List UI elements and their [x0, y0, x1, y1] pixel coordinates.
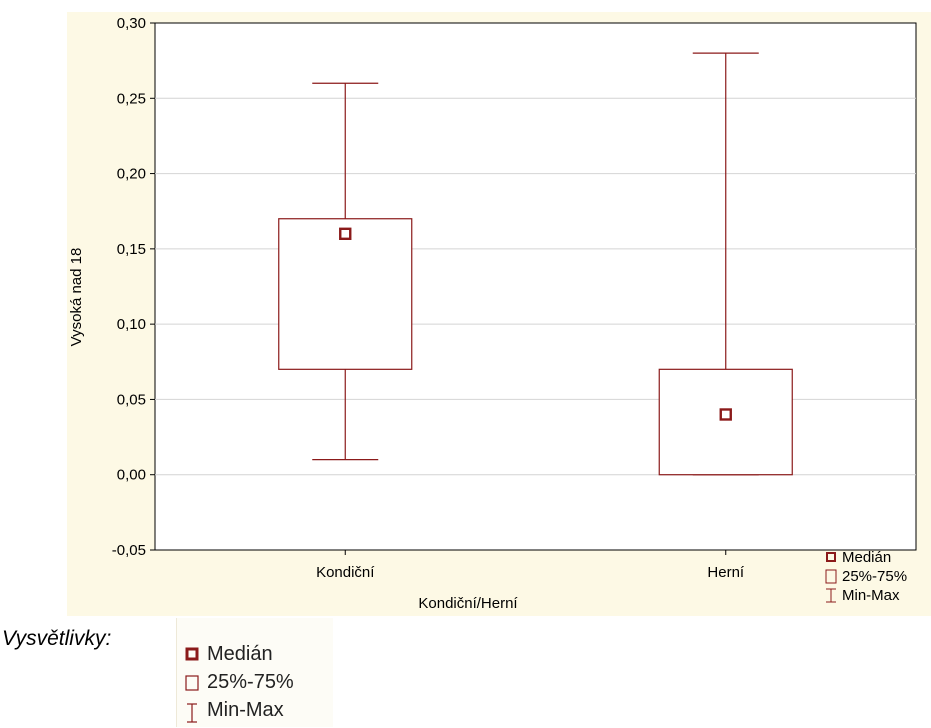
box-plot-chart: -0,05 0,00 0,05 0,10 0,15 0,20 0,25 0,30 Kondič… — [68, 15, 917, 612]
y-axis-ticks: -0,05 0,00 0,05 0,10 0,15 0,20 0,25 0,30 — [112, 15, 155, 559]
explanation-item-label: 25%-75% — [207, 670, 294, 693]
iqr-box — [278, 218, 413, 370]
boxes — [278, 52, 793, 476]
legend-median-icon — [826, 552, 836, 562]
box-kondicni — [278, 82, 413, 461]
explanation-item-median: Medián — [185, 640, 273, 668]
x-tick-label: Herní — [707, 564, 745, 581]
legend-entry: Min-Max — [826, 587, 900, 604]
y-tick-label: 0,25 — [117, 90, 146, 107]
y-tick-label: 0,10 — [117, 316, 146, 333]
chart-legend: Medián 25%-75% Min-Max — [825, 549, 907, 604]
y-tick-label: 0,00 — [117, 467, 146, 484]
y-axis-label: Vysoká nad 18 — [68, 248, 85, 347]
explanation-item-label: Medián — [207, 642, 273, 665]
x-axis-ticks: Kondiční Herní — [316, 550, 745, 581]
y-tick-label: 0,15 — [117, 241, 146, 258]
legend-box-icon — [825, 569, 837, 584]
box-herni — [658, 52, 793, 476]
legend-label: 25%-75% — [842, 568, 907, 585]
x-tick-label: Kondiční — [316, 564, 375, 581]
box-range-icon — [185, 675, 199, 691]
explanation-item-label: Min-Max — [207, 698, 284, 721]
legend-entry: Medián — [826, 549, 891, 566]
y-tick-label: 0,05 — [117, 391, 146, 408]
explanation-legend: Medián 25%-75% Min-Max — [176, 618, 333, 727]
chart-panel: -0,05 0,00 0,05 0,10 0,15 0,20 0,25 0,30 Kondič… — [67, 12, 931, 616]
legend-label: Medián — [842, 549, 891, 566]
explanation-title: Vysvětlivky: — [2, 627, 112, 650]
plot-area — [154, 22, 917, 551]
y-tick-label: 0,20 — [117, 166, 146, 183]
explanation-item-whisker: Min-Max — [185, 696, 284, 724]
y-tick-label: -0,05 — [112, 542, 146, 559]
legend-label: Min-Max — [842, 587, 900, 604]
whisker-icon — [185, 703, 199, 723]
legend-entry: 25%-75% — [825, 568, 907, 585]
x-axis-label: Kondiční/Herní — [418, 595, 518, 612]
median-marker-icon — [185, 647, 199, 661]
y-tick-label: 0,30 — [117, 15, 146, 32]
median-marker — [719, 408, 732, 421]
median-marker — [339, 227, 352, 241]
iqr-box — [658, 368, 793, 476]
explanation-item-box: 25%-75% — [185, 668, 294, 696]
